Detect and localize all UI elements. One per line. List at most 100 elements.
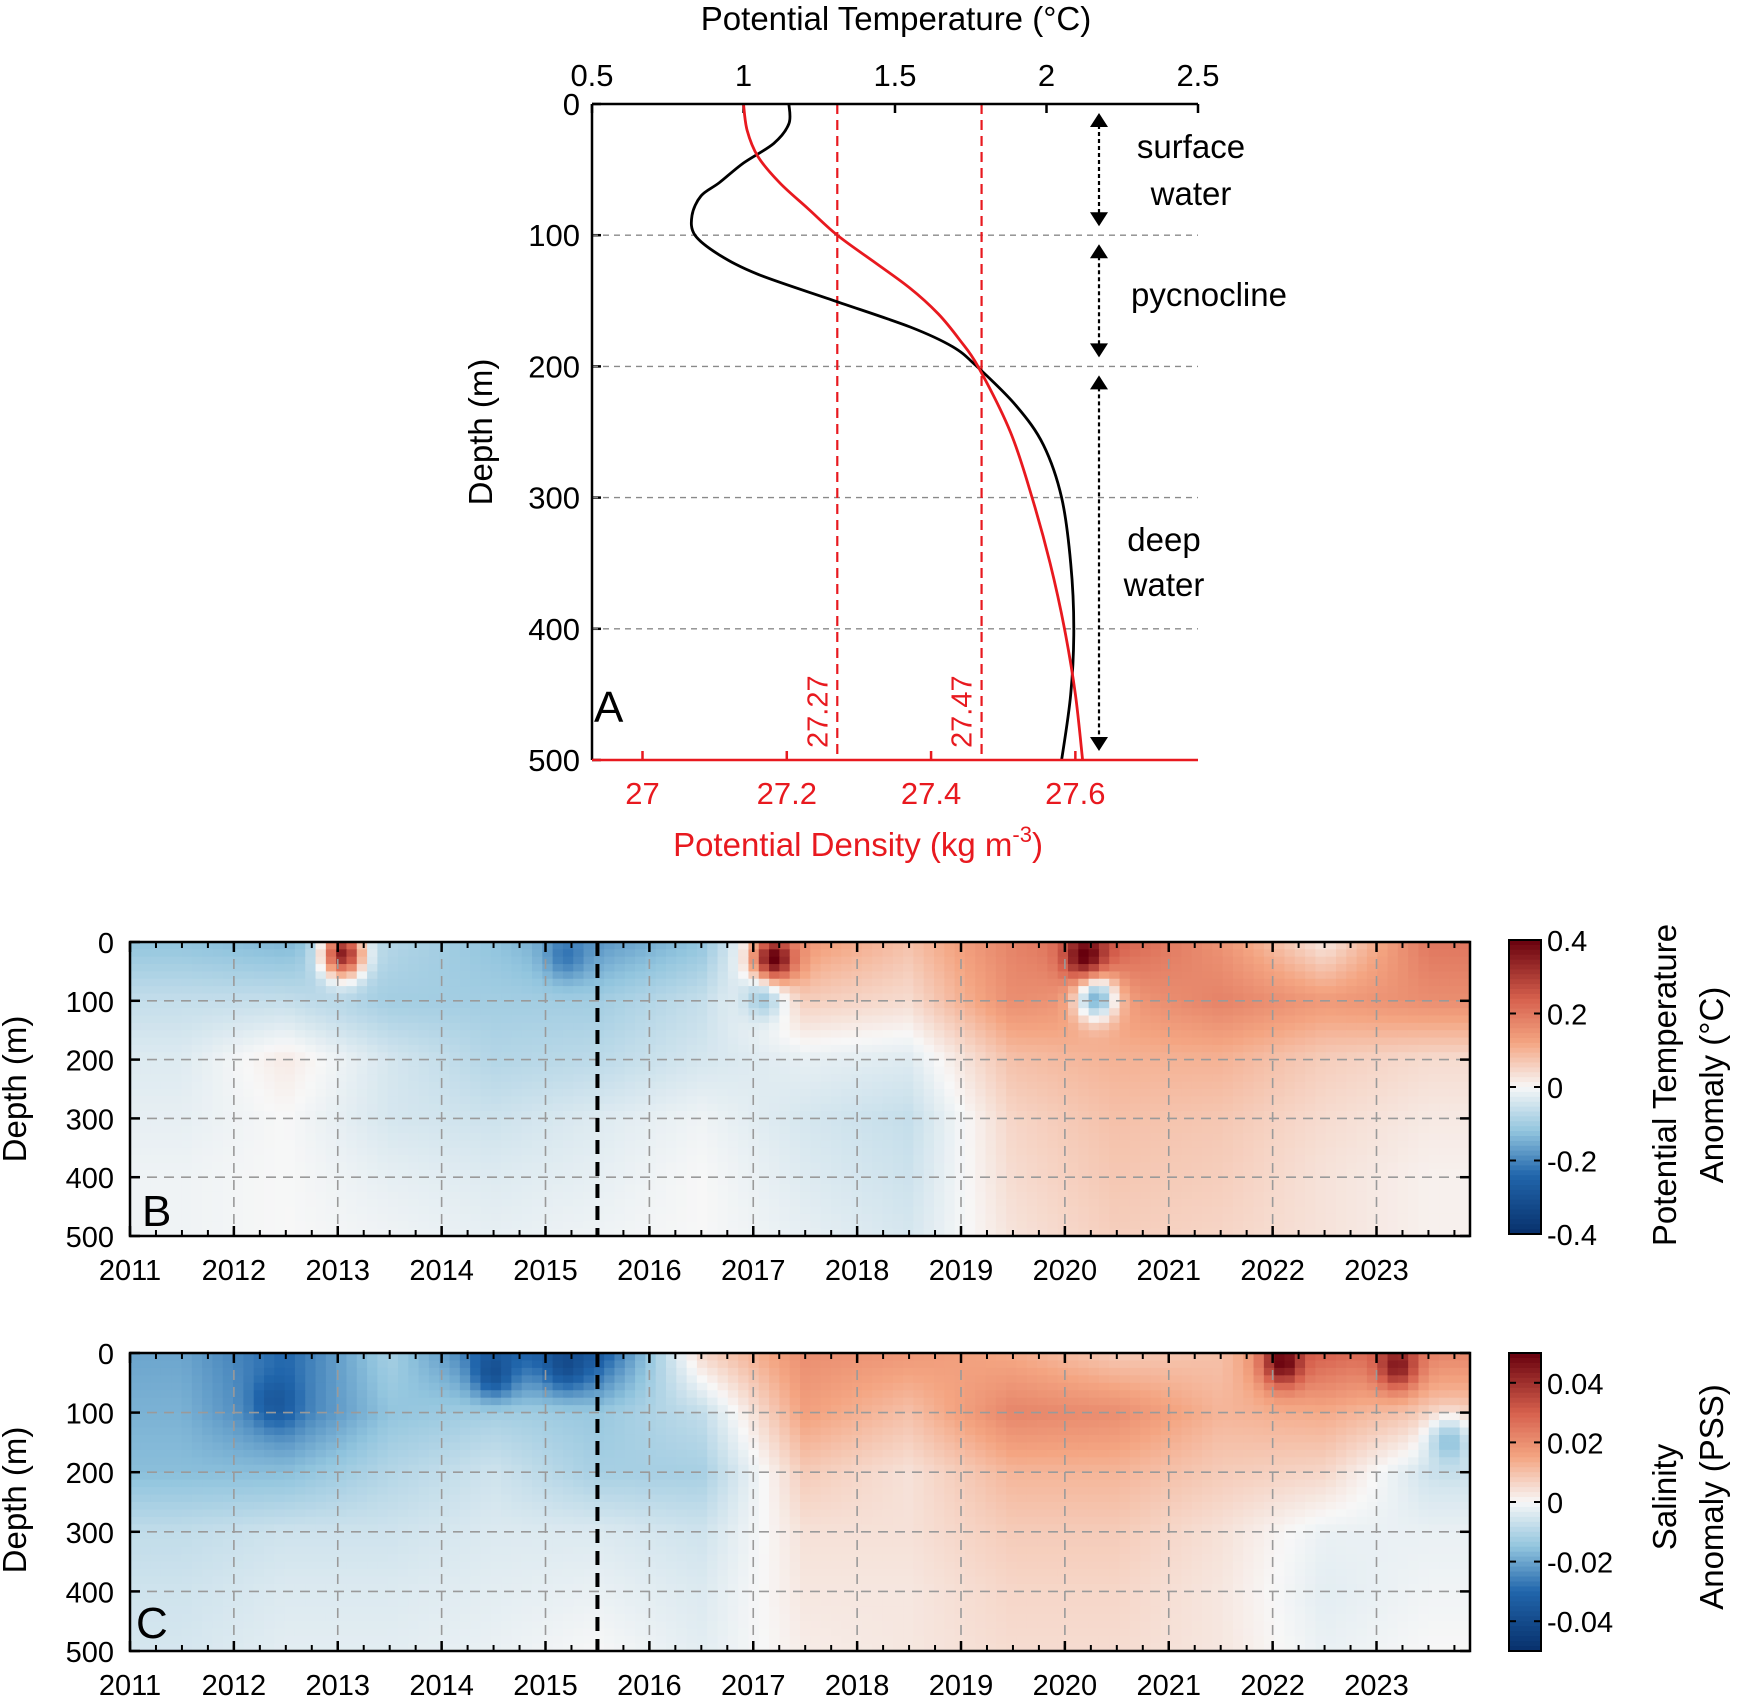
heatmap-cell xyxy=(1449,1111,1461,1119)
heatmap-cell xyxy=(975,1177,987,1186)
heatmap-cell xyxy=(1263,1118,1275,1127)
heatmap-cell xyxy=(264,1147,275,1156)
heatmap-cell xyxy=(903,1000,914,1009)
heatmap-cell xyxy=(212,1037,224,1046)
heatmap-cell xyxy=(820,971,832,980)
heatmap-cell xyxy=(810,1103,822,1112)
heatmap-cell xyxy=(1243,956,1255,965)
heatmap-cell xyxy=(830,1147,842,1156)
heatmap-cell xyxy=(264,1125,275,1134)
heatmap-cell xyxy=(398,1155,409,1164)
heatmap-cell xyxy=(1449,1008,1461,1017)
heatmap-cell xyxy=(336,971,348,980)
heatmap-cell xyxy=(604,1074,616,1083)
heatmap-cell xyxy=(727,971,739,980)
heatmap-cell xyxy=(160,1000,172,1009)
heatmap-cell xyxy=(294,1015,306,1024)
heatmap-cell xyxy=(1006,1125,1018,1134)
heatmap-cell xyxy=(1356,964,1368,972)
heatmap-cell xyxy=(1428,1089,1440,1097)
heatmap-cell xyxy=(964,942,976,950)
heatmap-cell xyxy=(171,942,183,950)
heatmap-cell xyxy=(1408,1000,1420,1009)
heatmap-cell xyxy=(222,1184,234,1193)
heatmap-cell xyxy=(356,1184,368,1193)
heatmap-cell xyxy=(356,1066,368,1075)
heatmap-cell xyxy=(727,986,739,995)
heatmap-cell xyxy=(810,1213,822,1222)
heatmap-cell xyxy=(1459,1030,1470,1039)
heatmap-cell xyxy=(1305,1213,1316,1222)
heatmap-cell xyxy=(841,1030,853,1039)
heatmap-cell xyxy=(346,1089,358,1097)
heatmap-cell xyxy=(789,1147,801,1156)
heatmap-cell xyxy=(573,993,585,1002)
heatmap-cell xyxy=(1037,1162,1048,1171)
heatmap-cell xyxy=(1047,1059,1059,1068)
heatmap-cell xyxy=(1140,1037,1152,1046)
heatmap-cell xyxy=(820,1059,832,1068)
heatmap-cell xyxy=(1408,956,1420,965)
heatmap-cell xyxy=(727,956,739,965)
heatmap-cell xyxy=(903,964,914,972)
heatmap-cell xyxy=(872,1177,884,1186)
heatmap-cell xyxy=(274,1125,286,1134)
heatmap-cell xyxy=(779,1118,791,1127)
heatmap-cell xyxy=(532,1125,543,1134)
heatmap-cell xyxy=(562,1213,574,1222)
heatmap-cell xyxy=(1449,978,1461,987)
heatmap-cell xyxy=(1129,1177,1141,1186)
heatmap-cell xyxy=(521,978,533,987)
heatmap-cell xyxy=(501,964,512,972)
heatmap-cell xyxy=(1006,1052,1018,1061)
heatmap-cell xyxy=(274,978,286,987)
heatmap-cell xyxy=(1026,986,1038,995)
heatmap-cell xyxy=(1439,1096,1450,1105)
heatmap-cell xyxy=(1037,1206,1048,1215)
panel-a-top-axis-title: Potential Temperature (°C) xyxy=(701,0,1091,37)
heatmap-cell xyxy=(861,1089,873,1097)
heatmap-cell xyxy=(975,1111,987,1119)
heatmap-cell xyxy=(841,1118,853,1127)
heatmap-cell xyxy=(800,1199,811,1208)
heatmap-cell xyxy=(1078,1125,1090,1134)
heatmap-cell xyxy=(573,1022,585,1031)
heatmap-cell xyxy=(614,1044,626,1053)
heatmap-cell xyxy=(1459,1008,1470,1017)
heatmap-cell xyxy=(377,1177,389,1186)
heatmap-cell xyxy=(604,1008,616,1017)
heatmap-cell xyxy=(758,1199,770,1208)
heatmap-cell xyxy=(1047,993,1059,1002)
heatmap-cell xyxy=(490,1177,502,1186)
heatmap-cell xyxy=(470,1052,482,1061)
heatmap-cell xyxy=(449,1066,461,1075)
heatmap-cell xyxy=(1212,1015,1224,1024)
deep-water-arrow-up xyxy=(1090,375,1108,390)
heatmap-cell xyxy=(1366,1155,1378,1164)
heatmap-cell xyxy=(1387,1199,1399,1208)
heatmap-cell xyxy=(1109,1066,1121,1075)
heatmap-cell xyxy=(315,1184,327,1193)
heatmap-cell xyxy=(676,1191,688,1200)
heatmap-cell xyxy=(975,1066,987,1075)
heatmap-cell xyxy=(191,1074,203,1083)
heatmap-cell xyxy=(480,1037,492,1046)
heatmap-cell xyxy=(1439,1030,1450,1039)
heatmap-cell xyxy=(1305,1022,1316,1031)
heatmap-cell xyxy=(315,956,327,965)
heatmap-cell xyxy=(1305,1125,1316,1134)
heatmap-cell xyxy=(614,1206,626,1215)
heatmap-cell xyxy=(222,1022,234,1031)
heatmap-cell xyxy=(181,1147,193,1156)
heatmap-cell xyxy=(975,1169,987,1178)
heatmap-cell xyxy=(264,1030,275,1039)
heatmap-cell xyxy=(428,1008,440,1017)
heatmap-cell xyxy=(872,1044,884,1053)
heatmap-cell xyxy=(995,1155,1007,1164)
heatmap-cell xyxy=(171,1177,183,1186)
heatmap-cell xyxy=(212,978,224,987)
heatmap-cell xyxy=(191,971,203,980)
heatmap-cell xyxy=(1160,993,1172,1002)
heatmap-cell xyxy=(1037,1044,1048,1053)
heatmap-cell xyxy=(130,1059,141,1068)
